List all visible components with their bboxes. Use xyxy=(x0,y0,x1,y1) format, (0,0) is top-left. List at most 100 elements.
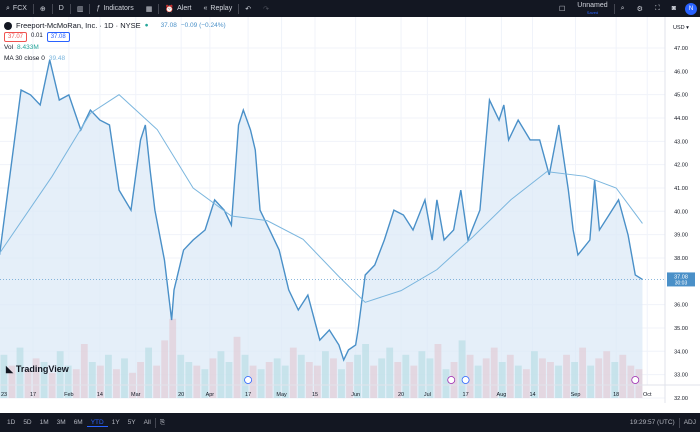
price-tick-label: 41.00 xyxy=(674,186,688,192)
time-tick-label: 15 xyxy=(312,392,318,398)
price-tick-label: 35.00 xyxy=(674,326,688,332)
price-tick-label: 46.00 xyxy=(674,69,688,75)
indicators-label: Indicators xyxy=(103,5,134,12)
price-tick-label: 36.00 xyxy=(674,303,688,309)
tradingview-logo-icon: ◣ xyxy=(6,364,13,374)
time-tick-label: Feb xyxy=(64,392,73,398)
gear-icon: ⚙ xyxy=(636,5,643,13)
indicators-icon: ƒ xyxy=(96,5,101,12)
earnings-event-icon[interactable] xyxy=(631,376,640,384)
bid-price[interactable]: 37.07 xyxy=(4,31,28,42)
layout-button[interactable]: ☐ xyxy=(553,0,571,17)
divider xyxy=(69,3,71,14)
avatar[interactable]: N xyxy=(685,2,697,15)
price-chart[interactable]: USD ▾ 47.00 46.00 45.00 44.00 43.00 42.00 41.00… xyxy=(0,17,700,403)
price-tick-label: 40.00 xyxy=(674,209,688,215)
time-tick-label: 20 xyxy=(178,392,184,398)
timeframe-5y[interactable]: 5Y xyxy=(127,418,136,426)
price-value: 37.08 xyxy=(160,22,177,29)
chart-type-button[interactable]: ▥ xyxy=(71,0,90,17)
time-tick-label: 20 xyxy=(398,392,404,398)
symbol-search[interactable]: ⌕ FCX xyxy=(0,0,33,17)
undo-button[interactable]: ↶ xyxy=(239,0,257,17)
ask-price[interactable]: 37.08 xyxy=(46,31,70,42)
chart-legend: Freeport-McMoRan, Inc. · 1D · NYSE ● 37.08… xyxy=(4,20,226,64)
spread: 0.01 xyxy=(31,33,43,39)
timeframe-6m[interactable]: 6M xyxy=(73,418,83,426)
last-price-badge xyxy=(667,272,695,287)
layout-name-label: Unnamed xyxy=(577,1,608,9)
price-tick-label: 39.00 xyxy=(674,233,688,239)
time-tick-label: 14 xyxy=(529,392,535,398)
divider xyxy=(89,3,91,14)
redo-button[interactable]: ↷ xyxy=(257,0,275,17)
divider xyxy=(678,417,680,428)
timeframe-1m[interactable]: 1M xyxy=(39,418,49,426)
time-tick-label: Jun xyxy=(351,392,360,398)
market-open-icon: ● xyxy=(144,22,149,29)
symbol-logo-icon xyxy=(4,21,12,30)
price-line xyxy=(0,59,643,362)
time-tick-label: Apr xyxy=(206,392,215,398)
time-tick-label: 17 xyxy=(463,392,469,398)
time-tick-label: Jul xyxy=(424,392,431,398)
replay-button[interactable]: «Replay xyxy=(198,0,239,17)
ma-line xyxy=(0,94,643,303)
divider xyxy=(32,3,34,14)
price-tick-label: 47.00 xyxy=(674,46,688,52)
divider xyxy=(613,3,615,14)
time-tick-label: 17 xyxy=(245,392,251,398)
symbol-title[interactable]: Freeport-McMoRan, Inc. · 1D · NYSE xyxy=(16,21,141,30)
settings-button[interactable]: ⚙ xyxy=(631,0,649,17)
quick-search-button[interactable]: ⌕ xyxy=(615,0,631,17)
volume-label: Vol xyxy=(4,44,14,51)
fullscreen-button[interactable]: ⛶ xyxy=(649,0,666,17)
timeframe-1d[interactable]: 1D xyxy=(7,418,16,426)
redo-icon: ↷ xyxy=(263,5,269,13)
timeframe-1y[interactable]: 1Y xyxy=(111,418,120,426)
time-tick-label: Sep xyxy=(571,392,581,398)
replay-label: Replay xyxy=(210,5,233,12)
price-tick-label: 38.00 xyxy=(674,256,688,262)
earnings-event-icon[interactable] xyxy=(461,376,470,384)
date-range-icon[interactable]: ⎘ xyxy=(159,418,166,426)
indicators-button[interactable]: ƒ Indicators xyxy=(90,0,139,17)
divider xyxy=(154,417,156,428)
earnings-event-icon[interactable] xyxy=(447,376,456,384)
clock[interactable]: 19:29:57 (UTC) xyxy=(629,419,675,426)
alert-button[interactable]: ⏰ Alert xyxy=(159,0,197,17)
interval-button[interactable]: D xyxy=(58,5,64,12)
timeframe-5d[interactable]: 5D xyxy=(23,418,32,426)
price-tick-label: 42.00 xyxy=(674,163,688,169)
layout-status: Saved xyxy=(586,9,599,15)
countdown-label: 30:03 xyxy=(675,280,688,286)
timeframe-all[interactable]: All xyxy=(143,418,151,426)
time-tick-label: May xyxy=(276,392,287,398)
templates-button[interactable]: ▦ xyxy=(140,0,159,17)
divider xyxy=(238,3,240,14)
fullscreen-icon: ⛶ xyxy=(654,4,660,12)
price-change: −0.09 (−0.24%) xyxy=(180,22,226,29)
alert-label: Alert xyxy=(177,5,192,12)
alarm-icon: ⏰ xyxy=(165,5,175,13)
timeframe-ytd[interactable]: YTD xyxy=(86,419,108,427)
price-tick-label: 33.00 xyxy=(674,373,688,379)
add-symbol-button[interactable]: ⊕ xyxy=(34,0,52,17)
layout-name[interactable]: Unnamed Saved xyxy=(571,0,613,17)
time-tick-label: Mar xyxy=(131,392,141,398)
tradingview-logo[interactable]: ◣ TradingView xyxy=(6,364,69,375)
logo-text: TradingView xyxy=(15,364,69,374)
time-tick-label: 14 xyxy=(97,392,103,398)
time-tick-label: 17 xyxy=(30,392,36,398)
currency-selector[interactable]: USD ▾ xyxy=(673,25,689,31)
price-tick-label: 43.00 xyxy=(674,139,688,145)
divider xyxy=(158,3,160,14)
timeframe-3m[interactable]: 3M xyxy=(56,418,66,426)
snapshot-button[interactable]: ◙ xyxy=(666,0,682,17)
symbol-label: FCX xyxy=(12,5,27,12)
adjust-button[interactable]: ADJ xyxy=(683,419,696,426)
ma-label: MA 30 close 0 xyxy=(4,55,45,62)
bar-chart-icon: ▥ xyxy=(76,5,84,13)
earnings-event-icon[interactable] xyxy=(244,376,253,384)
time-tick-label: Aug xyxy=(497,392,507,398)
